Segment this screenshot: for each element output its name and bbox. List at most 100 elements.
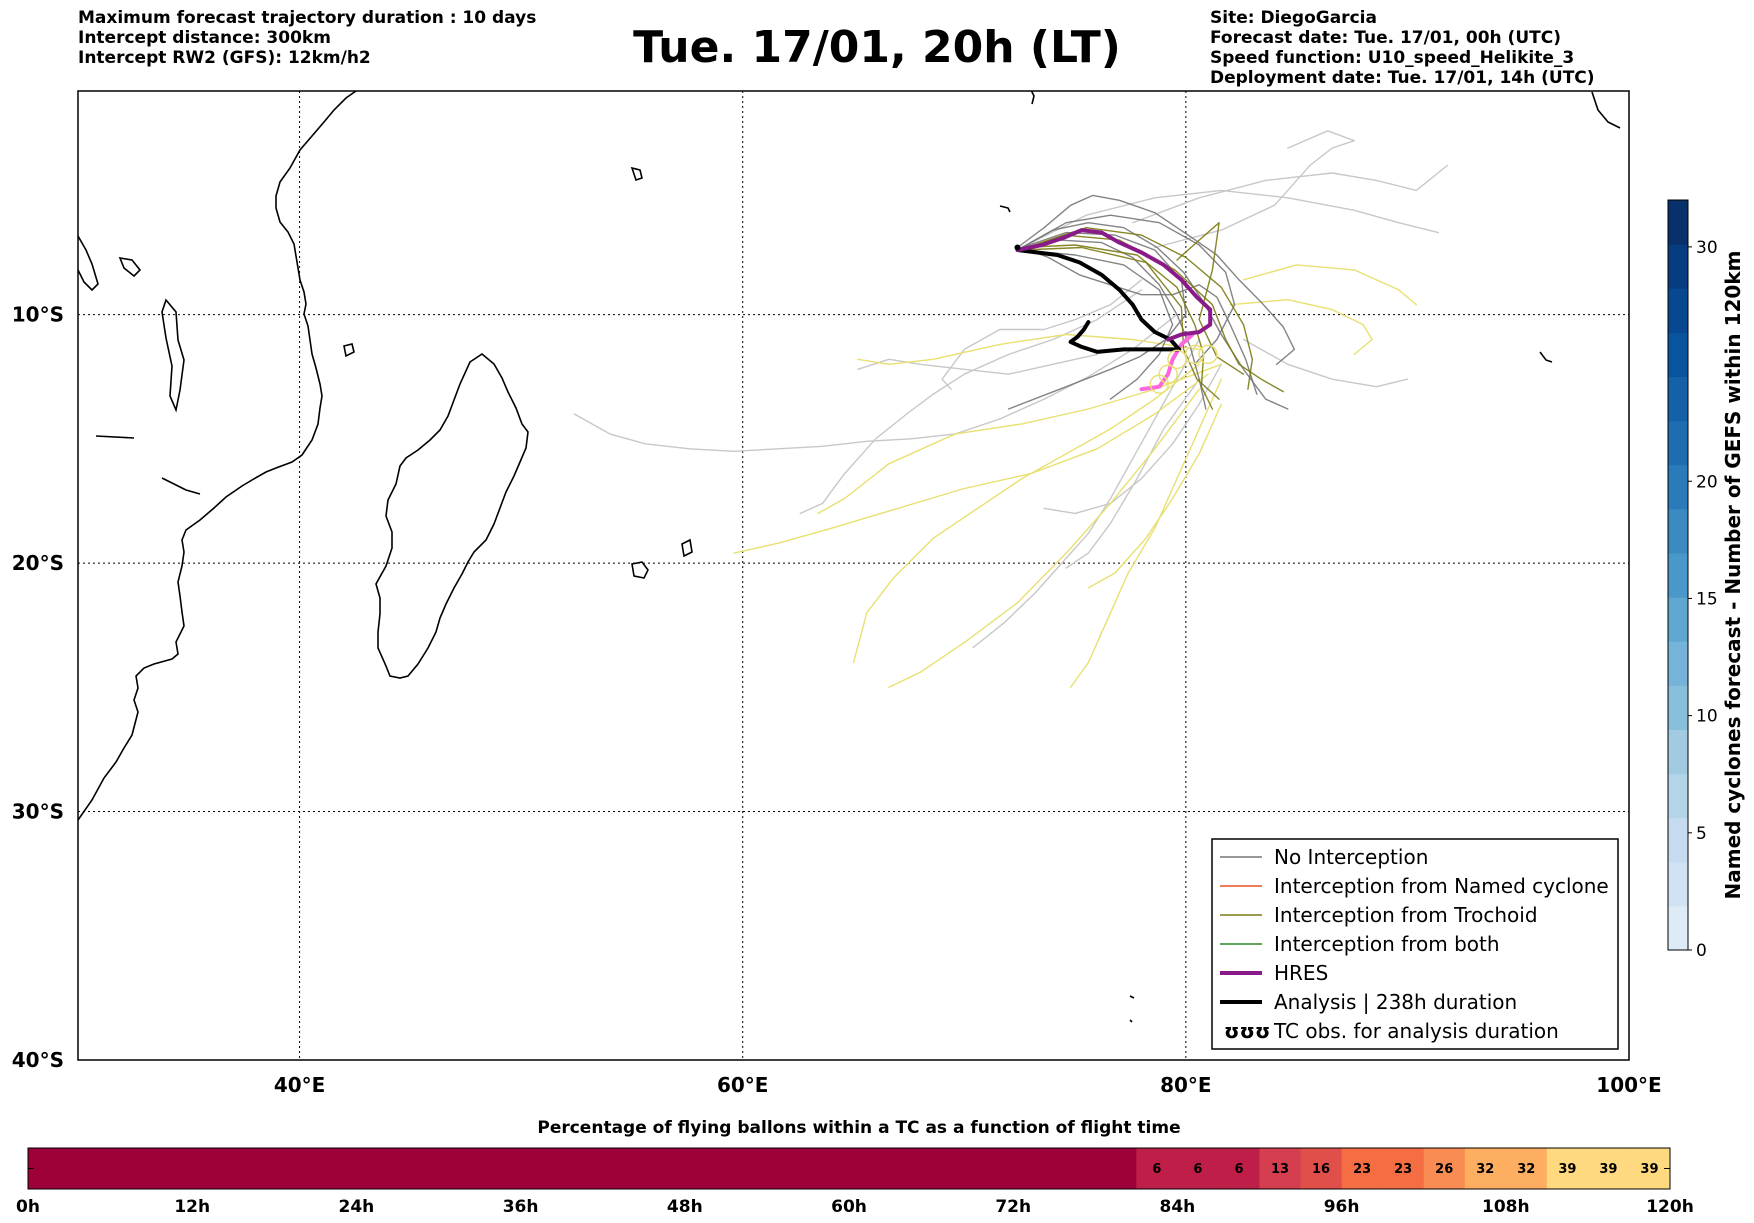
tc-percentage-bar: Percentage of flying ballons within a TC…	[16, 1118, 1694, 1217]
bar-tick-label: 48h	[667, 1197, 703, 1217]
colorbar-segment-9	[1668, 508, 1688, 554]
bar-cell-23	[972, 1148, 1014, 1189]
bar-cell-19	[807, 1148, 850, 1189]
bar-value-label: 16	[1312, 1162, 1330, 1177]
speed-function-text: Speed function: U10_speed_Helikite_3	[1210, 48, 1575, 68]
trajectory-no-interception-0	[1016, 194, 1296, 365]
bar-value-label: 32	[1517, 1162, 1535, 1177]
bar-cell-39	[1628, 1148, 1671, 1189]
trajectory-no-interception-2	[1021, 239, 1207, 410]
colorbar-segment-13	[1668, 332, 1688, 378]
bar-value-label: 39	[1640, 1162, 1658, 1177]
bar-cell-4	[192, 1148, 234, 1189]
island-nw	[118, 256, 142, 278]
trajectory-ensemble-light-9	[1065, 378, 1200, 569]
legend-label-2: Interception from Trochoid	[1274, 903, 1538, 927]
bar-cell-6	[274, 1148, 316, 1189]
intercept-rw2-text: Intercept RW2 (GFS): 12km/h2	[78, 48, 371, 68]
colorbar-segment-10	[1668, 464, 1688, 510]
bar-tick-label: 60h	[831, 1197, 867, 1217]
bar-cell-24	[1013, 1148, 1055, 1189]
legend-label-5: Analysis | 238h duration	[1274, 990, 1517, 1014]
max-duration-text: Maximum forecast trajectory duration : 1…	[78, 8, 537, 28]
header-left-info: Maximum forecast trajectory duration : 1…	[78, 8, 536, 68]
bar-cell-26	[1095, 1148, 1137, 1189]
header-right-info: Site: DiegoGarcia Forecast date: Tue. 17…	[1210, 8, 1595, 88]
trajectory-trochoid-light-5	[1242, 264, 1417, 306]
bar-cell-7	[315, 1148, 357, 1189]
bar-cell-33	[1382, 1148, 1425, 1189]
bar-tick-label: 12h	[174, 1197, 210, 1217]
legend-label-3: Interception from both	[1274, 932, 1500, 956]
colorbar-segment-3	[1668, 773, 1688, 819]
trajectory-ensemble-light-1	[1132, 164, 1448, 224]
island-far-south-b	[1129, 1019, 1133, 1023]
bar-cell-2	[110, 1148, 152, 1189]
bar-cell-12	[520, 1148, 563, 1189]
y-tick-label: 40°S	[12, 1048, 64, 1072]
trajectory-trochoid-1	[1021, 244, 1214, 410]
bar-cell-9	[397, 1148, 439, 1189]
comoros-island	[343, 343, 355, 358]
island-coast-b	[161, 477, 201, 495]
trajectory-no-interception-5	[1021, 214, 1236, 365]
bar-cell-25	[1054, 1148, 1096, 1189]
bar-cell-20	[849, 1148, 891, 1189]
bar-cell-34	[1423, 1148, 1466, 1189]
tc-marker-2	[1149, 374, 1169, 394]
bar-value-label: 26	[1435, 1162, 1453, 1177]
bar-cell-32	[1341, 1148, 1384, 1189]
island-east-a	[1539, 351, 1553, 363]
island-far-south	[1129, 995, 1135, 999]
trajectory-tc-obs-0	[1139, 332, 1195, 392]
tc-marker-0	[1167, 349, 1187, 370]
island-maldives	[1030, 91, 1035, 105]
trajectory-hres-0	[1015, 228, 1213, 342]
bar-cell-14	[602, 1148, 645, 1189]
bar-cell-18	[766, 1148, 809, 1189]
trajectory-trochoid-light-7	[857, 333, 1200, 365]
colorbar-tick-label: 5	[1696, 824, 1707, 844]
colorbar-tick-label: 30	[1696, 238, 1718, 258]
page-title: Tue. 17/01, 20h (LT)	[633, 22, 1121, 73]
bar-tick-label: 72h	[995, 1197, 1031, 1217]
colorbar-segment-0	[1668, 905, 1688, 951]
legend-label-4: HRES	[1274, 961, 1328, 985]
bar-cell-10	[438, 1148, 481, 1189]
bar-tick-label: 96h	[1324, 1197, 1360, 1217]
coastlines	[78, 91, 1621, 1023]
bar-cell-35	[1464, 1148, 1507, 1189]
bar-value-label: 6	[1152, 1162, 1161, 1177]
colorbar-tick-label: 0	[1696, 941, 1707, 961]
madagascar-coastline	[375, 353, 529, 679]
mauritius-island	[681, 538, 693, 558]
trajectory-trochoid-light-0	[1069, 378, 1222, 688]
bar-cell-3	[151, 1148, 193, 1189]
trajectory-ensemble-light-6	[1043, 363, 1222, 515]
trajectory-ensemble-light-0	[1021, 189, 1440, 249]
bar-tick-label: 84h	[1160, 1197, 1196, 1217]
bar-tick-label: 0h	[16, 1197, 40, 1217]
trajectory-trochoid-0	[1021, 234, 1284, 393]
trajectory-ensemble-light-8	[941, 279, 1143, 390]
trajectory-trochoid-light-3	[888, 388, 1200, 688]
trajectory-trochoid-light-6	[1229, 299, 1373, 356]
bar-cell-30	[1259, 1148, 1302, 1189]
bar-cell-1	[69, 1148, 111, 1189]
deployment-date-text: Deployment date: Tue. 17/01, 14h (UTC)	[1210, 68, 1595, 88]
colorbar-segment-5	[1668, 685, 1688, 731]
trajectory-trochoid-2	[1025, 227, 1253, 390]
colorbar-segment-15	[1668, 244, 1688, 289]
trajectory-ensemble-light-2	[1154, 130, 1355, 249]
bar-cell-8	[356, 1148, 398, 1189]
bar-tick-label: 120h	[1646, 1197, 1694, 1217]
colorbar-segment-16	[1668, 200, 1688, 245]
site-text: Site: DiegoGarcia	[1210, 8, 1377, 28]
x-tick-label: 80°E	[1160, 1073, 1212, 1097]
colorbar-frame	[1667, 199, 1689, 951]
bar-tick-label: 108h	[1482, 1197, 1530, 1217]
trajectory-lines	[573, 130, 1448, 688]
bar-value-label: 6	[1193, 1162, 1202, 1177]
